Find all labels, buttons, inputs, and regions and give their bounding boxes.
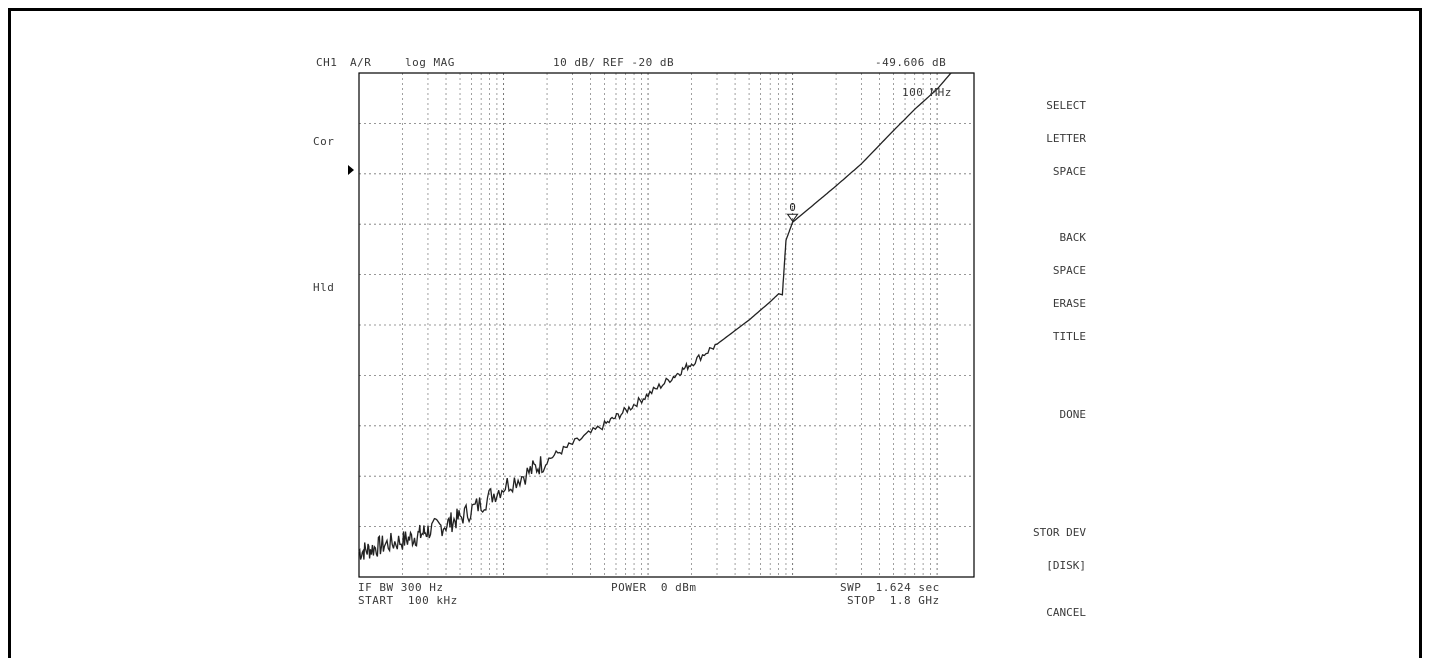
softkey-done[interactable]: DONE xyxy=(1060,387,1087,431)
marker-frequency-readout: 100 MHz xyxy=(902,86,952,99)
channel-label: CH1 xyxy=(316,56,338,69)
marker-0[interactable]: 0 xyxy=(786,201,799,223)
softkey-label: LETTER xyxy=(1046,132,1086,145)
softkey-label: STOR DEV xyxy=(1033,526,1086,539)
softkey-stor-dev[interactable]: STOR DEV [DISK] xyxy=(1033,505,1086,582)
sweep-time-label: SWP 1.624 sec xyxy=(840,581,940,594)
softkey-label: ERASE xyxy=(1052,297,1086,310)
softkey-erase-title[interactable]: ERASE TITLE xyxy=(1053,276,1086,353)
power-label: POWER 0 dBm xyxy=(611,581,697,594)
marker-triangle xyxy=(786,213,799,223)
if-bandwidth-label: IF BW 300 Hz xyxy=(358,581,444,594)
screen-frame xyxy=(8,8,1422,658)
stop-frequency-label: STOP 1.8 GHz xyxy=(847,594,940,607)
softkey-cancel[interactable]: CANCEL xyxy=(1046,585,1086,629)
marker-value-readout: -49.606 dB xyxy=(875,56,947,69)
trace-line xyxy=(358,72,974,560)
correction-status: Cor xyxy=(313,135,335,148)
softkey-label: CANCEL xyxy=(1046,606,1086,619)
format-label: log MAG xyxy=(405,56,455,69)
graticule xyxy=(359,73,974,577)
param-label: A/R xyxy=(350,56,372,69)
softkey-label: SPACE xyxy=(1052,264,1086,277)
start-frequency-label: START 100 kHz xyxy=(358,594,458,607)
softkey-label: SELECT xyxy=(1046,99,1086,112)
scale-label: 10 dB/ REF -20 dB xyxy=(553,56,675,69)
reference-position-marker xyxy=(348,165,354,175)
softkey-label: TITLE xyxy=(1052,330,1086,343)
softkey-select-letter[interactable]: SELECT LETTER xyxy=(1046,78,1086,155)
softkey-label: [DISK] xyxy=(1046,559,1086,572)
marker-number-label: 0 xyxy=(789,201,796,214)
softkey-label: SPACE xyxy=(1052,165,1086,178)
softkey-space[interactable]: SPACE xyxy=(1053,144,1086,188)
hold-status: Hld xyxy=(313,281,335,294)
softkey-label: DONE xyxy=(1059,408,1087,421)
softkey-label: BACK xyxy=(1059,231,1087,244)
softkey-back-space[interactable]: BACK SPACE xyxy=(1053,210,1086,287)
plot-border xyxy=(358,72,975,578)
